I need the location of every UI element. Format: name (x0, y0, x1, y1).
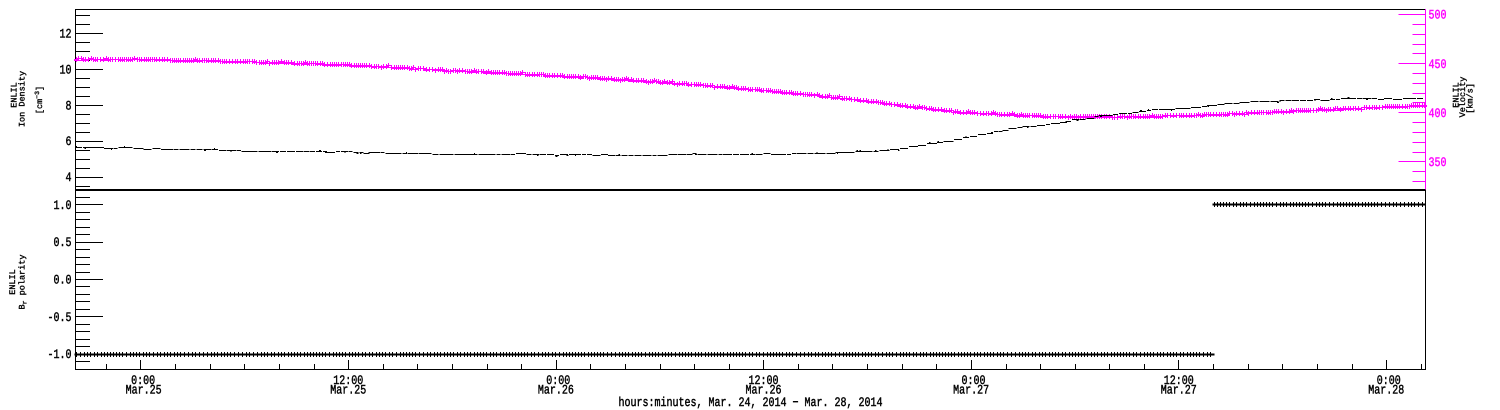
svg-text:12: 12 (59, 28, 71, 42)
svg-text:0.0: 0.0 (53, 274, 71, 288)
svg-text:Mar.27: Mar.27 (1161, 385, 1197, 399)
svg-text:1.0: 1.0 (53, 200, 71, 214)
svg-text:-0.5: -0.5 (47, 312, 71, 326)
svg-text:Ion Density: Ion Density (18, 71, 28, 127)
svg-text:12:00: 12:00 (1164, 375, 1194, 389)
svg-text:Mar.27: Mar.27 (953, 385, 989, 399)
svg-text:[km/s]: [km/s] (1466, 83, 1476, 114)
svg-text:8: 8 (65, 100, 71, 114)
svg-text:Mar.26: Mar.26 (538, 385, 574, 399)
svg-text:Br polarity: Br polarity (17, 255, 28, 310)
svg-text:400: 400 (1429, 108, 1447, 122)
svg-text:12:00: 12:00 (748, 375, 778, 389)
svg-text:-1.0: -1.0 (47, 349, 71, 363)
svg-text:Mar.25: Mar.25 (126, 385, 162, 399)
svg-text:450: 450 (1429, 59, 1447, 73)
svg-text:0:00: 0:00 (961, 375, 985, 389)
svg-text:0:00: 0:00 (546, 375, 570, 389)
svg-text:Mar.25: Mar.25 (330, 385, 366, 399)
svg-text:0:00: 0:00 (131, 375, 155, 389)
svg-text:ENLIL: ENLIL (1452, 82, 1462, 108)
svg-text:6: 6 (65, 136, 71, 150)
svg-text:0.5: 0.5 (53, 237, 71, 251)
svg-text:ENLIL: ENLIL (9, 82, 19, 108)
svg-text:10: 10 (59, 64, 71, 78)
svg-text:4: 4 (65, 172, 71, 186)
svg-text:Velocity: Velocity (1458, 77, 1468, 118)
svg-text:0:00: 0:00 (1377, 375, 1401, 389)
svg-text:Mar.28: Mar.28 (1368, 385, 1404, 399)
svg-text:Mar.26: Mar.26 (745, 385, 781, 399)
svg-text:[cm−3]: [cm−3] (34, 86, 46, 114)
svg-text:hours:minutes, Mar. 24, 2014 −: hours:minutes, Mar. 24, 2014 − Mar. 28, … (618, 396, 882, 410)
svg-text:350: 350 (1429, 157, 1447, 171)
svg-text:12:00: 12:00 (333, 375, 363, 389)
svg-text:500: 500 (1429, 10, 1447, 24)
svg-text:ENLIL: ENLIL (8, 269, 18, 295)
